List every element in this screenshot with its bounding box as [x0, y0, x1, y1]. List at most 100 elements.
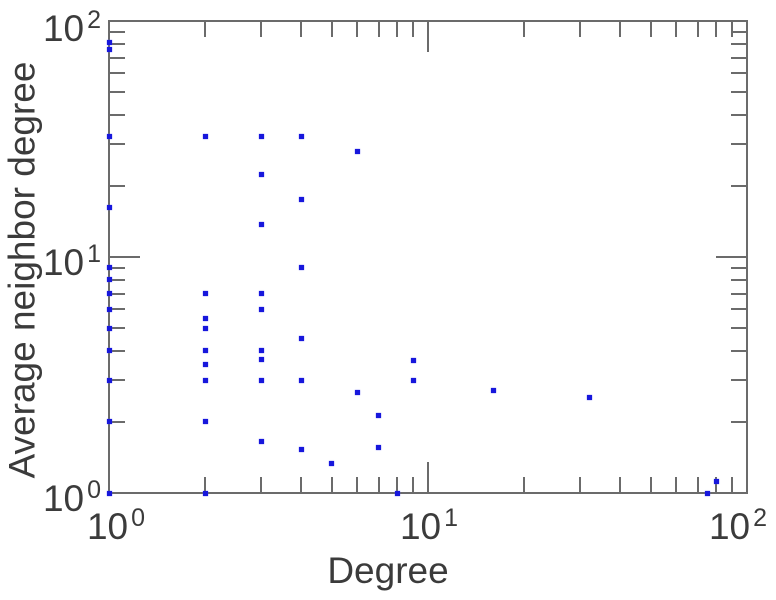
axis-tick	[109, 492, 140, 494]
data-point	[202, 315, 208, 321]
data-point	[298, 265, 304, 271]
axis-tick	[109, 421, 125, 423]
data-point	[298, 134, 304, 140]
axis-tick	[579, 477, 581, 493]
axis-tick	[715, 477, 717, 493]
data-point	[258, 222, 264, 228]
axis-tick	[731, 21, 733, 37]
data-point	[258, 291, 264, 297]
data-point	[586, 394, 592, 400]
data-point	[490, 387, 496, 393]
data-point	[106, 40, 112, 46]
data-point	[106, 291, 112, 297]
axis-tick	[731, 143, 747, 145]
data-point	[354, 390, 360, 396]
axis-tick	[109, 256, 140, 258]
data-point	[258, 306, 264, 312]
axis-tick	[731, 185, 747, 187]
data-point	[258, 171, 264, 177]
axis-tick	[204, 477, 206, 493]
data-point	[394, 490, 400, 496]
data-point	[202, 348, 208, 354]
data-point	[106, 377, 112, 383]
axis-tick	[731, 72, 747, 74]
data-point	[354, 148, 360, 154]
axis-tick	[412, 477, 414, 493]
axis-tick	[331, 21, 333, 37]
axis-tick	[731, 91, 747, 93]
axis-tick	[650, 21, 652, 37]
data-point	[106, 348, 112, 354]
axis-tick	[716, 256, 747, 258]
axis-tick	[731, 43, 747, 45]
axis-tick	[109, 91, 125, 93]
data-point	[298, 196, 304, 202]
data-point	[106, 46, 112, 52]
axis-tick	[731, 327, 747, 329]
axis-tick	[109, 308, 125, 310]
data-point	[106, 325, 112, 331]
data-point	[202, 291, 208, 297]
axis-tick	[412, 21, 414, 37]
data-point	[704, 490, 710, 496]
axis-tick	[650, 477, 652, 493]
axis-tick	[300, 21, 302, 37]
y-tick-label-10: 10 1	[42, 240, 101, 283]
axis-tick	[378, 477, 380, 493]
axis-tick	[523, 21, 525, 37]
axis-tick	[697, 477, 699, 493]
axis-tick	[427, 21, 429, 52]
axis-tick	[731, 350, 747, 352]
axis-tick	[109, 114, 125, 116]
axis-tick	[109, 57, 125, 59]
axis-tick	[427, 462, 429, 493]
axis-tick	[109, 20, 140, 22]
axis-tick	[260, 21, 262, 37]
axis-tick	[109, 350, 125, 352]
axis-tick	[716, 20, 747, 22]
axis-tick	[396, 21, 398, 37]
axis-tick	[746, 462, 748, 493]
axis-tick	[109, 31, 125, 33]
data-point	[258, 377, 264, 383]
axis-tick	[331, 477, 333, 493]
axis-tick	[109, 185, 125, 187]
data-point	[202, 134, 208, 140]
axis-tick	[715, 21, 717, 37]
axis-tick	[731, 279, 747, 281]
axis-tick	[109, 72, 125, 74]
axis-tick	[260, 477, 262, 493]
axis-tick	[109, 267, 125, 269]
data-point	[106, 205, 112, 211]
data-point	[376, 444, 382, 450]
axis-tick	[204, 21, 206, 37]
data-point	[202, 325, 208, 331]
y-tick-label-1: 10 0	[42, 476, 101, 519]
x-tick-label-1: 10 0	[86, 504, 146, 547]
axis-tick	[356, 21, 358, 37]
data-point	[106, 277, 112, 283]
axis-tick	[378, 21, 380, 37]
axis-tick	[731, 477, 733, 493]
data-point	[106, 134, 112, 140]
axis-tick	[109, 43, 125, 45]
data-point	[298, 446, 304, 452]
axis-tick	[396, 477, 398, 493]
x-tick-label-10: 10 1	[399, 504, 459, 547]
axis-tick	[697, 21, 699, 37]
axis-tick	[619, 477, 621, 493]
axis-tick	[731, 267, 747, 269]
data-point	[258, 134, 264, 140]
data-point	[202, 377, 208, 383]
x-axis-title: Degree	[327, 550, 449, 591]
data-point	[202, 362, 208, 368]
axis-tick	[731, 57, 747, 59]
axis-tick	[746, 21, 748, 52]
axis-tick	[108, 462, 110, 493]
axis-tick	[109, 293, 125, 295]
data-point	[106, 306, 112, 312]
axis-tick	[109, 143, 125, 145]
axis-tick	[619, 21, 621, 37]
axis-tick	[300, 477, 302, 493]
